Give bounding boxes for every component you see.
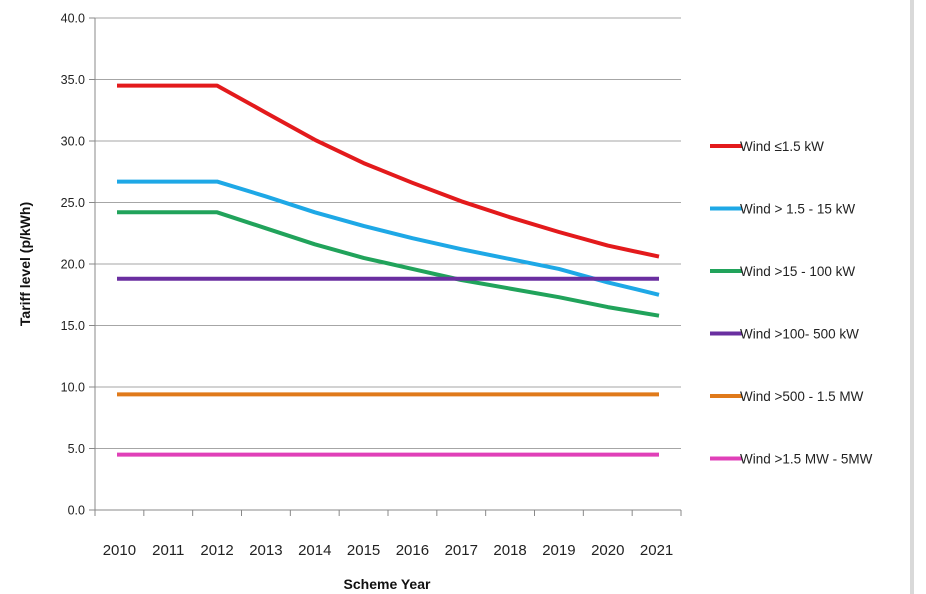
series-lines	[117, 83, 660, 457]
x-tick-label: 2012	[200, 542, 233, 559]
x-tick-label: 2021	[640, 542, 673, 559]
x-tick-label: 2015	[347, 542, 380, 559]
x-tick-label: 2011	[152, 542, 184, 559]
axes	[89, 17, 682, 516]
x-tick-label: 2016	[396, 542, 429, 559]
legend-label: Wind ≤1.5 kW	[740, 139, 824, 154]
series-line-1	[117, 179, 660, 297]
legend-label: Wind >1.5 MW - 5MW	[740, 452, 873, 467]
y-tick-label: 0.0	[68, 504, 85, 518]
x-tick-label: 2010	[103, 542, 136, 559]
frame-edge	[910, 0, 914, 594]
y-tick-label: 15.0	[61, 319, 85, 333]
y-axis-title: Tariff level (p/kWh)	[17, 202, 33, 326]
y-tick-label: 35.0	[61, 73, 85, 87]
y-tick-labels: 0.0 5.0 10.0 15.0 20.0 25.0 30.0 35.0 40.0	[61, 12, 85, 518]
x-tick-label: 2019	[542, 542, 575, 559]
series-line-2	[117, 210, 660, 318]
legend: Wind ≤1.5 kW Wind > 1.5 - 15 kW Wind >15 -…	[710, 139, 873, 467]
series-line-0	[117, 83, 660, 259]
y-tick-label: 10.0	[61, 381, 85, 395]
gridlines	[95, 17, 681, 449]
y-tick-label: 40.0	[61, 12, 85, 26]
legend-label: Wind >15 - 100 kW	[740, 264, 855, 279]
y-tick-label: 20.0	[61, 258, 85, 272]
y-tick-label: 30.0	[61, 135, 85, 149]
x-tick-label: 2014	[298, 542, 331, 559]
legend-label: Wind > 1.5 - 15 kW	[740, 202, 855, 217]
legend-label: Wind >500 - 1.5 MW	[740, 389, 864, 404]
legend-label: Wind >100- 500 kW	[740, 327, 859, 342]
x-tick-label: 2020	[591, 542, 624, 559]
y-tick-label: 25.0	[61, 196, 85, 210]
x-tick-label: 2018	[493, 542, 526, 559]
x-tick-labels: 2010 2011 2012 2013 2014 2015 2016 2017 2018 2019…	[103, 542, 674, 559]
x-tick-label: 2017	[445, 542, 478, 559]
x-tick-label: 2013	[249, 542, 282, 559]
y-tick-label: 5.0	[68, 442, 85, 456]
x-axis-title: Scheme Year	[344, 576, 431, 592]
